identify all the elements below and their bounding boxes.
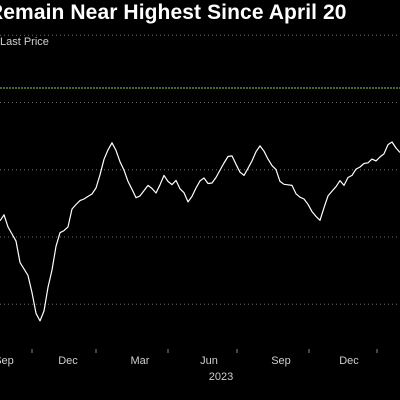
- grid-lines: [0, 34, 400, 305]
- x-tick-label: Mar: [131, 355, 150, 367]
- x-tick-label: Jun: [200, 355, 218, 367]
- x-axis: Sep Dec Mar Jun Sep Dec: [0, 349, 378, 367]
- legend-entry-last-price: Last Price: [0, 36, 49, 48]
- series-line-last-price: [0, 141, 400, 322]
- x-tick-label: Sep: [0, 355, 14, 367]
- chart-title: Remain Near Highest Since April 20: [0, 1, 347, 24]
- x-axis-year-label: 2023: [209, 371, 233, 383]
- x-tick-label: Sep: [271, 355, 291, 367]
- x-tick-label: Dec: [58, 355, 78, 367]
- x-tick-label: Dec: [339, 355, 359, 367]
